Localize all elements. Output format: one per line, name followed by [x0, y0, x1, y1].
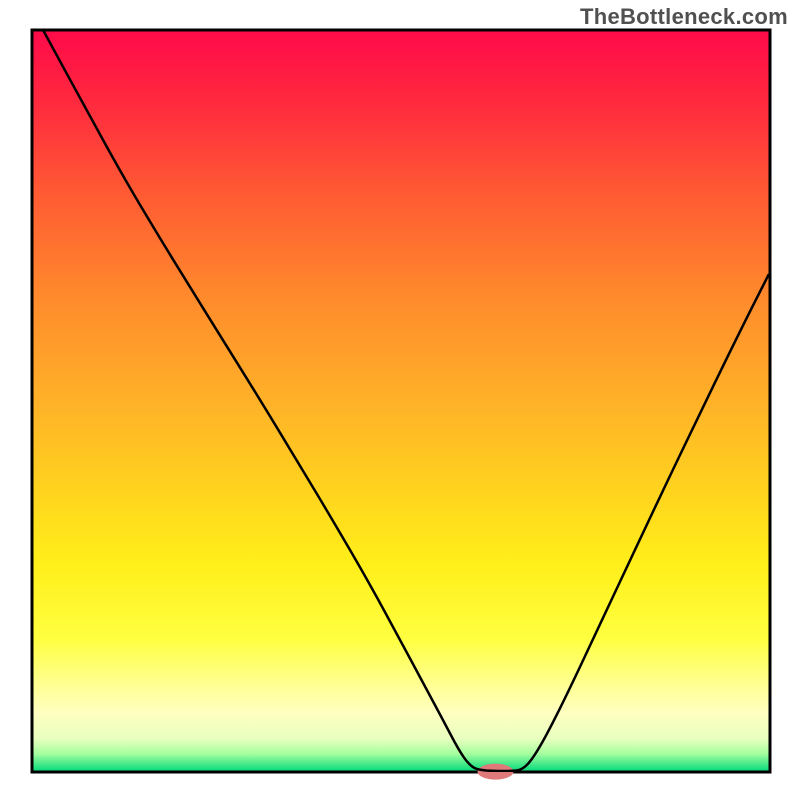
- chart-container: TheBottleneck.com: [0, 0, 800, 800]
- gradient-background: [32, 30, 770, 772]
- chart-svg: [0, 0, 800, 800]
- watermark-text: TheBottleneck.com: [580, 4, 788, 30]
